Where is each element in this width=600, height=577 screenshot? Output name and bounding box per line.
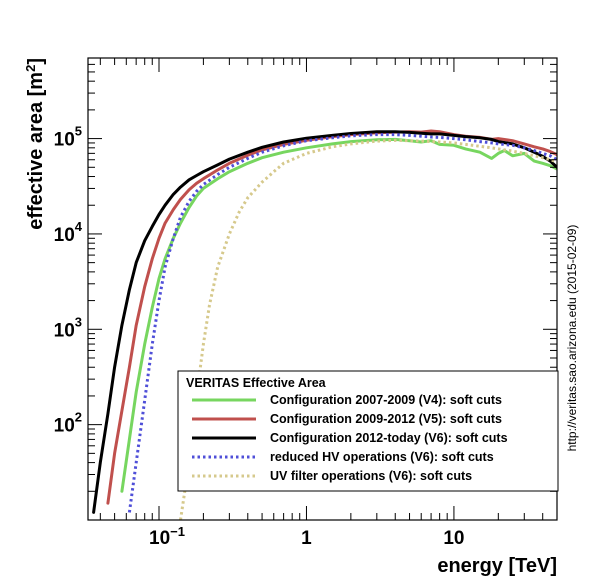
y-tick-label: 105 bbox=[54, 124, 82, 151]
y-tick-label: 104 bbox=[54, 219, 83, 246]
legend-label-1: Configuration 2007-2009 (V4): soft cuts bbox=[270, 393, 502, 407]
legend-entries: Configuration 2007-2009 (V4): soft cuts C… bbox=[192, 393, 508, 483]
y-tick-label-base: 10 bbox=[54, 320, 75, 341]
legend: VERITAS Effective Area Configuration 200… bbox=[177, 370, 559, 492]
x-tick-label: 1 bbox=[301, 528, 312, 549]
legend-label-3: Configuration 2012-today (V6): soft cuts bbox=[270, 431, 508, 445]
source-credit: http://veritas.sao.arizona.edu (2015-02-… bbox=[565, 225, 579, 452]
y-axis-title-base: effective area [m bbox=[25, 72, 47, 230]
legend-label-2: Configuration 2009-2012 (V5): soft cuts bbox=[270, 412, 502, 426]
y-axis-title: effective area [m2] bbox=[23, 58, 47, 230]
x-tick-label: 10 bbox=[443, 528, 464, 549]
series-curves bbox=[92, 129, 557, 520]
series-line-5 bbox=[179, 138, 557, 520]
x-tick-label-exp: −1 bbox=[170, 524, 185, 539]
y-tick-label-base: 10 bbox=[54, 130, 75, 151]
y-tick-label: 102 bbox=[54, 410, 82, 437]
legend-title: VERITAS Effective Area bbox=[186, 376, 327, 390]
series-line-2 bbox=[106, 129, 557, 505]
x-tick-label-base: 10 bbox=[149, 528, 170, 549]
x-tick-label-base: 1 bbox=[301, 528, 312, 549]
y-tick-label-base: 10 bbox=[54, 416, 75, 437]
x-tick-label: 10−1 bbox=[149, 524, 185, 549]
x-axis-title: energy [TeV] bbox=[437, 555, 557, 577]
series-line-3 bbox=[92, 130, 557, 514]
y-axis-title-close: ] bbox=[25, 58, 47, 65]
x-tick-label-base: 10 bbox=[443, 528, 464, 549]
y-tick-label-exp: 2 bbox=[75, 410, 82, 425]
y-tick-label-exp: 3 bbox=[75, 314, 82, 329]
legend-box bbox=[177, 370, 559, 492]
y-tick-label-exp: 4 bbox=[75, 219, 83, 234]
y-axis-title-sup: 2 bbox=[23, 65, 38, 72]
y-tick-label-base: 10 bbox=[54, 225, 75, 246]
legend-label-5: UV filter operations (V6): soft cuts bbox=[270, 469, 472, 483]
y-tick-label-exp: 5 bbox=[75, 124, 82, 139]
legend-label-4: reduced HV operations (V6): soft cuts bbox=[270, 450, 494, 464]
y-tick-label: 103 bbox=[54, 314, 82, 341]
plot-frame bbox=[87, 57, 558, 521]
